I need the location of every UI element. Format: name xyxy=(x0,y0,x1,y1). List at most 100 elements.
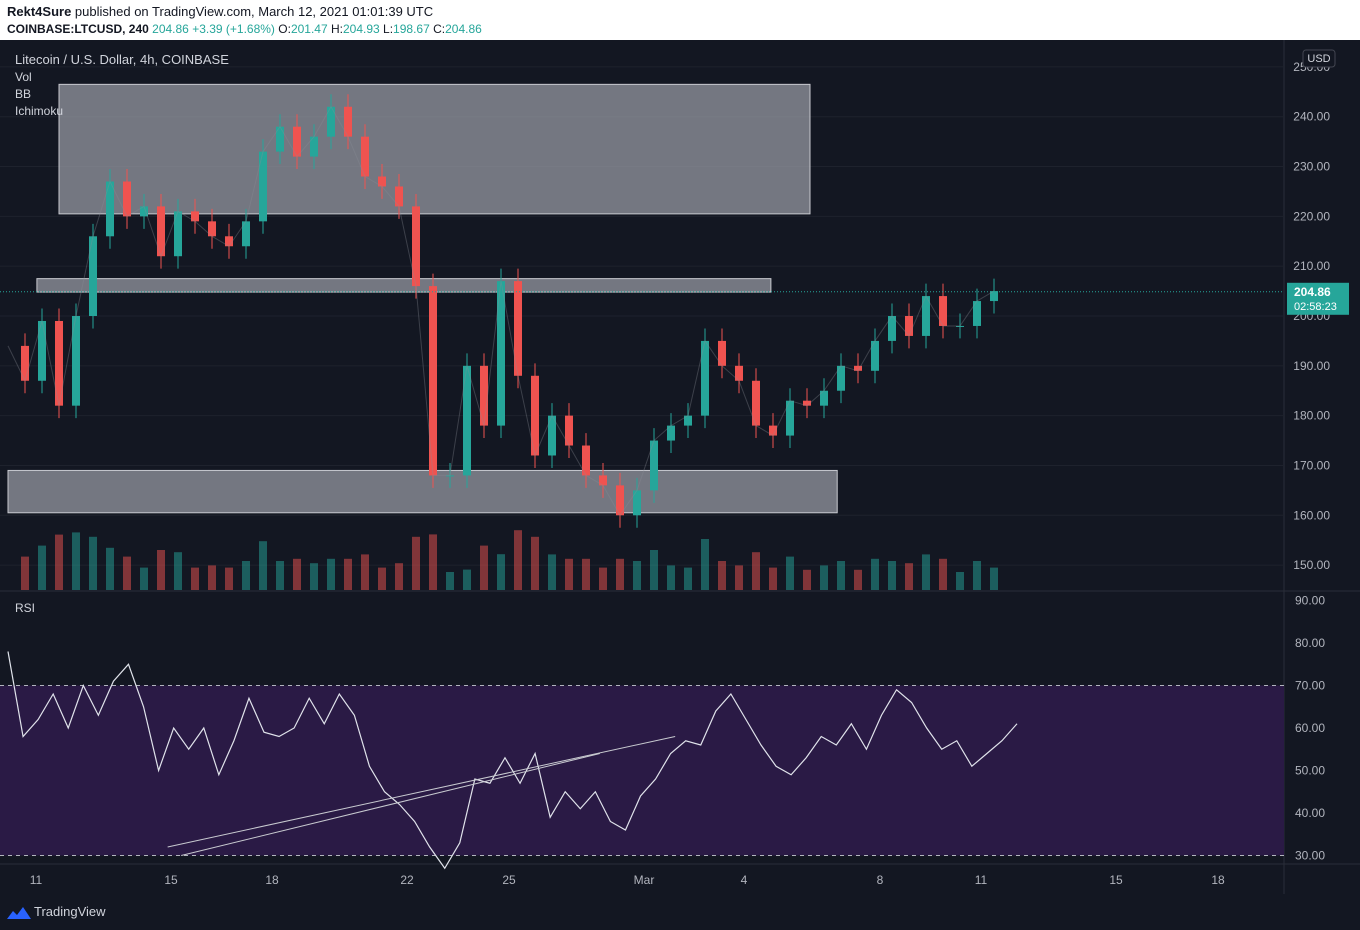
rsi-trendline-0 xyxy=(167,736,676,848)
candle-body xyxy=(820,390,828,406)
candle-body xyxy=(973,301,981,326)
candle-body xyxy=(514,281,522,376)
candle-body xyxy=(208,221,216,237)
currency-box[interactable] xyxy=(1302,49,1336,68)
last-price: 204.86 xyxy=(152,22,189,36)
tradingview-brand[interactable]: TradingView xyxy=(34,904,106,919)
volume-bar xyxy=(956,572,964,590)
ohlc-l-value: 198.67 xyxy=(393,22,430,36)
candle-body xyxy=(956,325,964,327)
volume-bar xyxy=(531,536,539,590)
rsi-pane xyxy=(0,651,1284,870)
candle-body xyxy=(599,475,607,486)
legend-ichimoku[interactable]: Ichimoku xyxy=(15,104,63,118)
time-tick-label: 22 xyxy=(400,873,414,887)
rsi-tick-label: 50.00 xyxy=(1295,764,1325,778)
volume-bar xyxy=(667,565,675,590)
candle-body xyxy=(905,316,913,336)
price-tick-label: 230.00 xyxy=(1293,160,1330,174)
candle-body xyxy=(140,206,148,217)
footer: TradingView xyxy=(0,894,1360,930)
volume-bar xyxy=(599,567,607,590)
candle-body xyxy=(667,425,675,441)
price-tick-label: 180.00 xyxy=(1293,409,1330,423)
price-tick-label: 190.00 xyxy=(1293,359,1330,373)
volume-bar xyxy=(820,565,828,590)
volume-bar xyxy=(905,563,913,590)
volume-bar xyxy=(633,561,641,590)
candle-body xyxy=(769,425,777,436)
volume-bar xyxy=(650,550,658,590)
volume-bar xyxy=(922,554,930,590)
volume-bar xyxy=(412,536,420,590)
ohlc-l-label: L: xyxy=(383,22,394,36)
volume-bar xyxy=(514,530,522,590)
candle-body xyxy=(803,400,811,406)
rsi-line xyxy=(7,651,1018,870)
volume-bar xyxy=(769,567,777,590)
candle-body xyxy=(531,375,539,456)
volume-bar xyxy=(497,554,505,590)
rsi-tick-label: 90.00 xyxy=(1295,594,1325,608)
volume-bar xyxy=(701,539,709,590)
legend-title: Litecoin / U.S. Dollar, 4h, COINBASE xyxy=(15,52,229,67)
candle-body xyxy=(650,440,658,491)
volume-bar xyxy=(140,567,148,590)
price-tick-label: 150.00 xyxy=(1293,558,1330,572)
candle-body xyxy=(548,415,556,456)
candle-body xyxy=(922,296,930,336)
volume-bar xyxy=(293,558,301,590)
tradingview-logo-icon xyxy=(7,907,31,919)
candle-body xyxy=(412,206,420,287)
volume-bar xyxy=(684,567,692,590)
time-tick-label: Mar xyxy=(634,873,655,887)
legend-vol[interactable]: Vol xyxy=(15,70,32,84)
volume-bar xyxy=(871,558,879,590)
published-text: published on TradingView.com, March 12, … xyxy=(71,4,434,19)
time-tick-label: 25 xyxy=(502,873,516,887)
candle-body xyxy=(327,106,335,137)
currency-label: USD xyxy=(1307,53,1330,65)
candle-body xyxy=(939,296,947,326)
candle-body xyxy=(191,211,199,222)
volume-bar xyxy=(463,569,471,590)
candle-body xyxy=(463,365,471,476)
volume-bar xyxy=(786,556,794,590)
chart-canvas[interactable]: 150.00160.00170.00180.00190.00200.00210.… xyxy=(0,40,1360,894)
candle-body xyxy=(293,126,301,157)
volume-bar xyxy=(718,561,726,590)
volume-bar xyxy=(990,567,998,590)
rsi-title[interactable]: RSI xyxy=(15,601,35,615)
candle-body xyxy=(276,126,284,152)
symbol-label: COINBASE:LTCUSD, 240 xyxy=(7,22,149,36)
author-name[interactable]: Rekt4Sure xyxy=(7,4,72,19)
price-tag-countdown: 02:58:23 xyxy=(1294,301,1337,313)
candle-body xyxy=(752,380,760,426)
price-tick-label: 220.00 xyxy=(1293,209,1330,223)
ohlc-c-value: 204.86 xyxy=(445,22,482,36)
candle-body xyxy=(446,475,454,477)
candles xyxy=(21,94,998,528)
candle-body xyxy=(616,485,624,516)
legend-bb[interactable]: BB xyxy=(15,87,31,101)
candle-body xyxy=(123,181,131,217)
candle-body xyxy=(259,151,267,222)
rsi-tick-label: 40.00 xyxy=(1295,806,1325,820)
rsi-tick-label: 70.00 xyxy=(1295,679,1325,693)
time-tick-label: 11 xyxy=(975,873,988,887)
candle-body xyxy=(582,445,590,476)
candle-body xyxy=(990,291,998,302)
candle-body xyxy=(38,320,46,381)
volume-bar xyxy=(157,550,165,590)
volume-bar xyxy=(939,558,947,590)
candle-body xyxy=(225,236,233,247)
volume-bar xyxy=(123,556,131,590)
volume-bar xyxy=(480,545,488,590)
volume-bars xyxy=(21,530,998,590)
ohlc-h-label: H: xyxy=(330,22,343,36)
candle-body xyxy=(871,340,879,371)
volume-bar xyxy=(973,561,981,590)
time-tick-label: 18 xyxy=(265,873,279,887)
volume-bar xyxy=(72,532,80,590)
candle-body xyxy=(854,365,862,371)
